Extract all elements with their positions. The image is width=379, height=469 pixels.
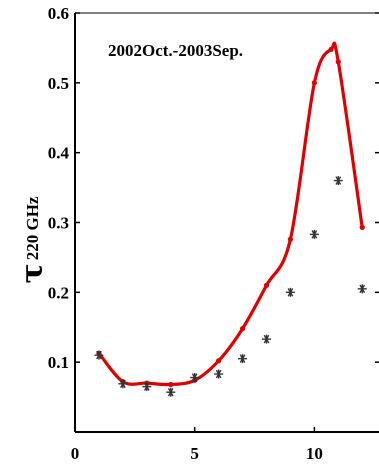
y-tick-label: 0.6 <box>48 4 69 23</box>
x-tick-label: 0 <box>71 444 80 463</box>
tau-line-point <box>168 381 174 388</box>
y-ticks: 0.1 0.2 0.3 0.4 0.5 0.6 <box>48 4 379 372</box>
tau-line-point <box>287 236 294 242</box>
y-axis-label-symbol: τ <box>15 263 50 283</box>
asterisk-point <box>309 229 319 239</box>
plot-frame <box>74 12 379 433</box>
asterisk-point <box>261 334 271 344</box>
y-axis-label-subscript: 220 GHz <box>23 196 42 260</box>
y-tick-label: 0.5 <box>48 74 69 93</box>
asterisk-point <box>94 350 104 360</box>
y-tick-label: 0.4 <box>48 144 70 163</box>
tau-line-point <box>335 59 341 65</box>
tau-line-point <box>263 282 270 288</box>
x-tick-label: 5 <box>190 444 199 463</box>
svg-text:τ220 GHz: τ 220 GHz <box>15 196 50 283</box>
asterisk-point <box>166 387 176 397</box>
tau-line-point <box>216 358 222 364</box>
asterisk-point <box>118 379 128 389</box>
series-layer <box>94 41 367 397</box>
x-ticks: 0 5 10 <box>71 427 323 463</box>
chart-annotation: 2002Oct.-2003Sep. <box>108 41 243 60</box>
tau-line-point <box>311 80 317 86</box>
y-tick-label: 0.1 <box>48 353 69 372</box>
tau-line-series <box>97 41 364 387</box>
asterisk-point <box>142 382 152 392</box>
asterisk-point <box>238 354 248 364</box>
asterisk-point <box>333 176 343 186</box>
x-tick-label: 10 <box>306 444 323 463</box>
y-axis-label: τ 220 GHz <box>15 196 50 283</box>
asterisk-point <box>214 369 224 379</box>
y-tick-label: 0.2 <box>48 283 69 302</box>
asterisk-point <box>357 284 367 294</box>
tau-line-point <box>359 224 365 230</box>
asterisk-point <box>285 287 295 297</box>
tau-line-point <box>328 46 334 52</box>
asterisk-point <box>190 373 200 383</box>
tau-line-point <box>239 326 246 332</box>
y-tick-label: 0.3 <box>48 214 69 233</box>
